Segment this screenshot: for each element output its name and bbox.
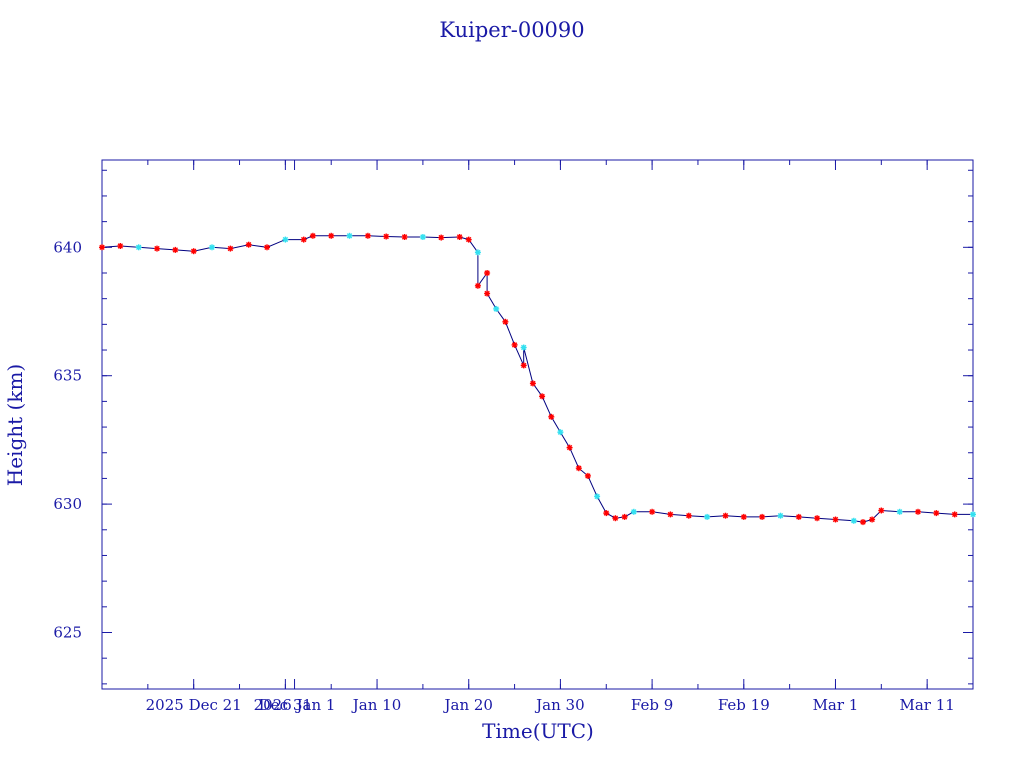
data-point-marker: [594, 493, 601, 500]
data-point-marker: [722, 512, 729, 519]
x-tick-label: Mar 11: [899, 696, 954, 714]
data-point-marker: [548, 413, 555, 420]
data-point-marker: [520, 344, 527, 351]
data-point-marker: [309, 232, 316, 239]
data-point-marker: [557, 429, 564, 436]
x-tick-label: 2026 Jan 1: [254, 696, 336, 714]
data-point-marker: [520, 362, 527, 369]
data-point-marker: [740, 513, 747, 520]
data-point-marker: [419, 234, 426, 240]
data-point-marker: [621, 513, 628, 520]
data-point-marker: [474, 249, 481, 256]
plot-frame: [101, 159, 974, 690]
data-point-marker: [190, 248, 197, 255]
x-tick-label: Feb 19: [718, 696, 770, 714]
data-point-marker: [759, 513, 766, 520]
data-point-marker: [814, 515, 821, 522]
data-point-marker: [704, 513, 711, 520]
data-point-marker: [777, 512, 784, 519]
data-point-marker: [328, 232, 335, 239]
x-tick-label: Jan 10: [351, 696, 401, 714]
data-point-marker: [227, 245, 234, 252]
data-point-marker: [584, 472, 591, 479]
data-point-marker: [539, 393, 546, 400]
data-point-marker: [685, 512, 692, 519]
x-tick-label: Jan 30: [534, 696, 584, 714]
data-point-marker: [364, 232, 371, 239]
data-point-marker: [869, 516, 876, 523]
series-line: [101, 235, 973, 523]
x-tick-label: Dec 31: [259, 696, 312, 714]
data-point-marker: [401, 234, 408, 240]
data-point-marker: [502, 318, 509, 325]
data-point-marker: [300, 236, 307, 243]
data-point-marker: [245, 241, 252, 248]
y-tick-label: 630: [53, 495, 82, 513]
data-point-marker: [649, 508, 656, 515]
data-point-marker: [575, 465, 582, 472]
x-tick-label: Jan 20: [442, 696, 492, 714]
data-point-marker: [383, 233, 390, 240]
axis-ticks: [101, 160, 974, 689]
data-point-marker: [850, 517, 857, 524]
chart-title: Kuiper-00090: [439, 18, 584, 42]
marker-layer: [99, 232, 976, 526]
data-point-marker: [915, 508, 921, 515]
data-point-marker: [511, 341, 518, 348]
data-point-marker: [154, 245, 160, 252]
data-point-marker: [667, 511, 674, 518]
data-point-marker: [465, 236, 472, 243]
data-point-marker: [896, 508, 903, 515]
data-point-marker: [135, 244, 142, 251]
data-point-marker: [209, 244, 215, 251]
data-point-marker: [832, 516, 839, 523]
y-tick-label: 625: [53, 624, 82, 642]
data-point-marker: [933, 510, 940, 517]
data-point-marker: [99, 244, 105, 251]
data-point-marker: [264, 244, 270, 251]
data-point-marker: [456, 234, 463, 240]
data-point-marker: [566, 444, 573, 451]
data-point-marker: [474, 282, 481, 289]
data-point-marker: [172, 246, 179, 253]
data-point-marker: [438, 234, 445, 241]
data-point-marker: [630, 508, 637, 515]
y-tick-label: 635: [53, 367, 82, 385]
data-point-marker: [970, 511, 976, 518]
data-point-marker: [484, 290, 491, 297]
data-point-marker: [529, 380, 536, 387]
y-tick-label: 640: [53, 238, 82, 256]
data-point-marker: [117, 243, 124, 249]
data-point-marker: [860, 519, 866, 526]
data-point-marker: [951, 511, 958, 518]
x-tick-label: 2025 Dec 21: [146, 696, 242, 714]
data-point-marker: [795, 513, 802, 520]
data-point-marker: [484, 270, 491, 276]
series-layer: [101, 235, 973, 523]
data-point-marker: [612, 515, 619, 522]
x-axis-title: Time(UTC): [482, 719, 594, 743]
data-point-marker: [282, 236, 289, 243]
data-point-marker: [493, 305, 500, 312]
data-point-marker: [878, 507, 885, 514]
x-tick-label: Feb 9: [631, 696, 673, 714]
x-tick-label: Mar 1: [813, 696, 859, 714]
data-point-marker: [346, 232, 353, 239]
y-axis-title: Height (km): [3, 364, 27, 486]
y-tick-labels: 625 630 635 640: [53, 238, 82, 641]
data-point-marker: [603, 510, 610, 517]
